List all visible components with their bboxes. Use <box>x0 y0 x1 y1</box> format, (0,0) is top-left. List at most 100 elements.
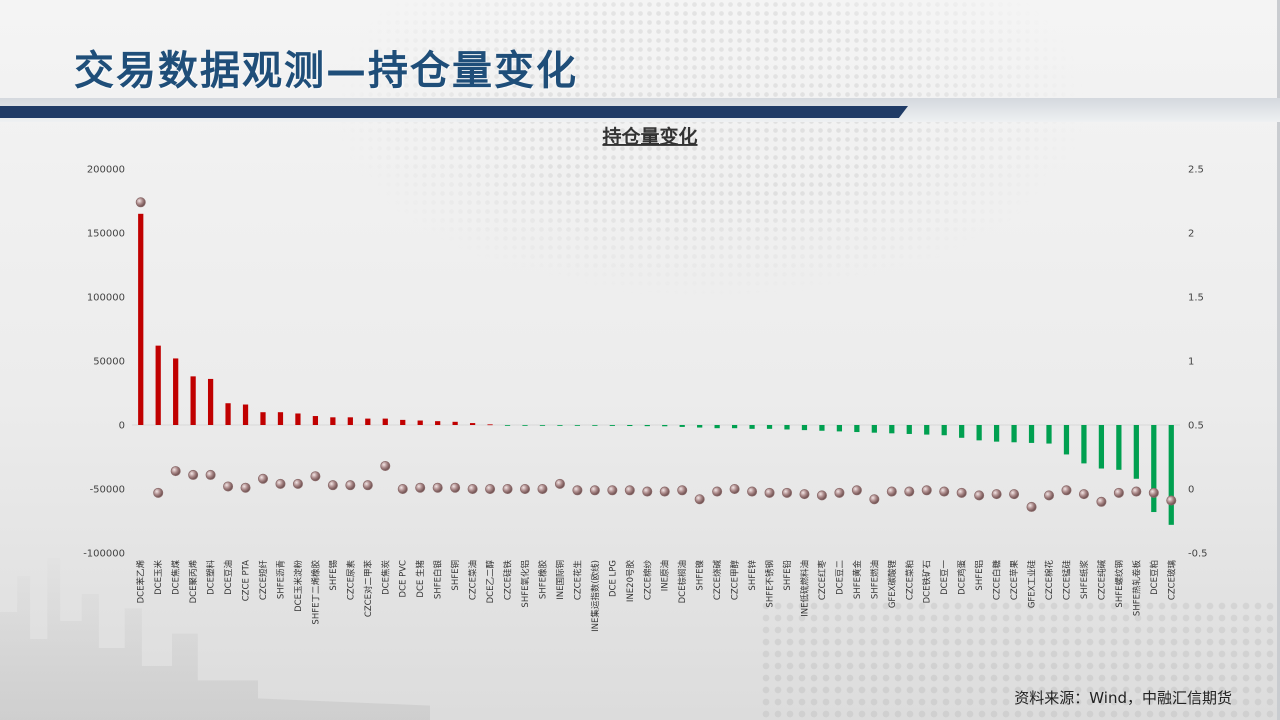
marker-point <box>432 482 443 493</box>
marker-point <box>642 486 653 497</box>
bar <box>1116 425 1122 470</box>
marker-point <box>415 482 426 493</box>
bar <box>382 418 388 425</box>
category-label: DCE塑料 <box>206 560 217 595</box>
marker-point <box>153 487 164 498</box>
marker-point <box>467 483 478 494</box>
marker-point <box>170 466 181 477</box>
marker-point <box>607 485 618 496</box>
background-world-map <box>330 0 1090 300</box>
category-label: INE集运指数(欧线) <box>590 560 601 632</box>
category-label: SHFE纸浆 <box>1079 560 1090 600</box>
marker-point <box>1113 487 1124 498</box>
bar <box>557 425 563 426</box>
marker-point <box>886 486 897 497</box>
category-label: DCE豆油 <box>223 560 234 595</box>
bar <box>976 425 982 441</box>
bar <box>522 425 528 426</box>
bar <box>871 425 877 433</box>
category-label: GFEX工业硅 <box>1027 560 1038 609</box>
source-note: 资料来源：Wind，中融汇信期货 <box>1014 689 1232 707</box>
marker-point <box>677 485 688 496</box>
slide-title: 交易数据观测—持仓量变化 <box>74 48 578 94</box>
marker-point <box>485 483 496 494</box>
right-axis-ticks: -0.5 0 0.5 1 1.5 2 2.5 <box>1188 165 1208 560</box>
marker-point <box>188 469 199 480</box>
category-label: SHFE热轧卷板 <box>1131 560 1142 617</box>
bar <box>924 425 930 435</box>
category-label: DCE棕榈油 <box>677 560 688 603</box>
bar <box>714 425 720 429</box>
marker-point <box>1131 486 1142 497</box>
right-tick-label: 2 <box>1188 229 1194 240</box>
bar <box>417 420 423 425</box>
marker-point <box>991 489 1002 500</box>
bar <box>1028 425 1035 443</box>
right-tick-label: 0.5 <box>1188 421 1204 432</box>
category-label: CZCE棉纱 <box>642 560 653 601</box>
category-label: DCE铁矿石 <box>922 560 933 603</box>
bar <box>627 425 633 427</box>
marker-point <box>397 483 408 494</box>
category-label: CZCE对二甲苯 <box>363 560 374 618</box>
bar <box>504 425 511 426</box>
marker-point <box>816 490 827 501</box>
category-label: DCE豆粕 <box>1149 560 1160 595</box>
marker-point <box>554 478 565 489</box>
marker-point <box>362 480 373 491</box>
bar <box>889 425 895 434</box>
bar <box>452 421 458 425</box>
marker-point <box>729 483 740 494</box>
category-label: SHFE丁二烯橡胶 <box>310 560 321 625</box>
bar <box>784 425 790 430</box>
left-tick-label: 200000 <box>87 165 125 176</box>
category-label: SHFE铅 <box>782 560 793 591</box>
left-tick-label: -50000 <box>90 485 125 496</box>
bar <box>1151 425 1157 513</box>
bar <box>906 425 912 434</box>
bar <box>487 424 493 426</box>
bar <box>941 425 947 436</box>
category-label: DCE玉米淀粉 <box>293 560 304 612</box>
marker-point <box>939 486 950 497</box>
marker-point <box>502 483 513 494</box>
marker-point <box>851 485 862 496</box>
marker-point <box>747 486 758 497</box>
marker-point <box>292 478 303 489</box>
bar <box>644 425 650 427</box>
marker-point <box>345 480 356 491</box>
category-label: DCE苯乙烯 <box>136 560 147 604</box>
marker-point <box>974 490 985 501</box>
category-label: CZCE硅铁 <box>503 560 514 601</box>
bar <box>190 376 196 425</box>
left-tick-label: -100000 <box>83 549 125 560</box>
marker-point <box>956 487 967 498</box>
bar <box>365 418 371 425</box>
bar <box>260 412 266 425</box>
category-label: CZCE纯碱 <box>1096 560 1107 601</box>
marker-point <box>135 197 146 208</box>
bar <box>993 425 1000 442</box>
bar <box>277 412 284 425</box>
category-label: DCE PVC <box>399 560 409 597</box>
left-tick-label: 100000 <box>87 293 125 304</box>
right-tick-label: 1 <box>1188 357 1194 368</box>
marker-point <box>240 482 251 493</box>
bar <box>1081 425 1087 464</box>
marker-point <box>799 489 810 500</box>
bar <box>854 425 860 433</box>
category-label: SHFE沥青 <box>275 560 286 599</box>
category-labels: DCE苯乙烯 DCE玉米 DCE焦煤 DCE聚丙烯 DCE塑料 DCE豆油 CZCE PTA… <box>136 560 1178 632</box>
marker-point <box>1044 490 1055 501</box>
category-label: CZCE短纤 <box>258 560 269 601</box>
bar <box>155 345 161 425</box>
category-label: CZCE菜油 <box>468 560 479 600</box>
marker-point <box>659 486 670 497</box>
bar <box>207 378 214 425</box>
bar <box>574 425 581 426</box>
marker-point <box>572 485 583 496</box>
bar <box>173 358 179 425</box>
category-label: SHFE不锈钢 <box>765 560 776 608</box>
left-axis-ticks: -100000 -50000 0 50000 100000 150000 200000 <box>83 165 125 560</box>
bar <box>1063 425 1070 455</box>
